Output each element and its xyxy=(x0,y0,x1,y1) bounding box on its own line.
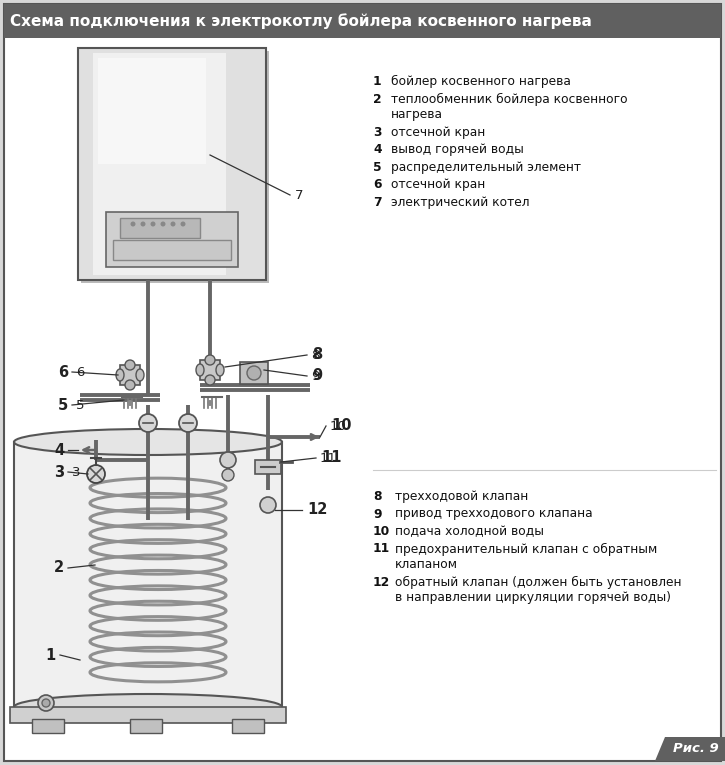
Ellipse shape xyxy=(14,694,282,720)
Text: 4: 4 xyxy=(373,143,381,156)
Text: вывод горячей воды: вывод горячей воды xyxy=(391,143,524,156)
Text: 2: 2 xyxy=(54,561,64,575)
Circle shape xyxy=(222,469,234,481)
Text: распределительный элемент: распределительный элемент xyxy=(391,161,581,174)
Bar xyxy=(120,365,140,385)
Text: 11: 11 xyxy=(373,542,390,555)
Text: 1: 1 xyxy=(46,647,56,662)
Text: отсечной кран: отсечной кран xyxy=(391,125,485,138)
Polygon shape xyxy=(655,737,725,761)
Bar xyxy=(10,707,286,723)
Text: Рис. 9: Рис. 9 xyxy=(673,743,719,756)
Text: 3: 3 xyxy=(373,125,381,138)
Text: электрический котел: электрический котел xyxy=(391,196,529,209)
Circle shape xyxy=(179,414,197,432)
Bar xyxy=(14,442,282,707)
Bar xyxy=(4,4,721,38)
Bar xyxy=(81,51,269,283)
Circle shape xyxy=(207,400,213,406)
Text: отсечной кран: отсечной кран xyxy=(391,178,485,191)
Text: 8: 8 xyxy=(373,490,381,503)
Circle shape xyxy=(220,452,236,468)
Circle shape xyxy=(130,222,136,226)
Circle shape xyxy=(170,222,175,226)
Text: теплообменник бойлера косвенного
нагрева: теплообменник бойлера косвенного нагрева xyxy=(391,93,628,121)
Bar xyxy=(78,48,266,280)
Bar xyxy=(232,719,264,733)
Circle shape xyxy=(160,222,165,226)
Text: 10: 10 xyxy=(373,525,390,538)
Bar xyxy=(32,719,64,733)
Text: 4: 4 xyxy=(55,442,65,457)
Circle shape xyxy=(127,400,133,406)
Ellipse shape xyxy=(136,369,144,381)
Text: 9: 9 xyxy=(312,367,322,382)
Text: 3: 3 xyxy=(54,464,64,480)
Bar xyxy=(240,362,268,384)
Text: 8: 8 xyxy=(312,347,322,362)
Bar xyxy=(200,360,220,380)
Ellipse shape xyxy=(116,369,124,381)
Text: Схема подключения к электрокотлу бойлера косвенного нагрева: Схема подключения к электрокотлу бойлера… xyxy=(10,13,592,29)
Text: 9: 9 xyxy=(311,369,320,382)
Circle shape xyxy=(38,695,54,711)
Ellipse shape xyxy=(196,364,204,376)
Bar xyxy=(120,218,200,238)
Text: 5: 5 xyxy=(58,398,68,412)
Text: 9: 9 xyxy=(373,507,381,520)
Circle shape xyxy=(205,355,215,365)
Text: 1: 1 xyxy=(373,75,381,88)
Text: 5: 5 xyxy=(373,161,381,174)
Text: 10: 10 xyxy=(331,418,352,432)
Text: подача холодной воды: подача холодной воды xyxy=(395,525,544,538)
Circle shape xyxy=(139,414,157,432)
Text: 7: 7 xyxy=(373,196,381,209)
Text: 8: 8 xyxy=(311,349,320,362)
Text: 11: 11 xyxy=(320,451,337,464)
Bar xyxy=(93,53,226,275)
Bar xyxy=(113,240,231,260)
Text: 6: 6 xyxy=(76,366,84,379)
Circle shape xyxy=(42,699,50,707)
Circle shape xyxy=(260,497,276,513)
Text: 6: 6 xyxy=(58,364,68,379)
Text: 7: 7 xyxy=(295,188,304,201)
Circle shape xyxy=(141,222,146,226)
Text: 2: 2 xyxy=(373,93,381,106)
Text: трехходовой клапан: трехходовой клапан xyxy=(395,490,529,503)
Text: 12: 12 xyxy=(307,503,328,517)
Circle shape xyxy=(125,380,135,390)
Text: 3: 3 xyxy=(72,465,80,478)
Text: предохранительный клапан с обратным
клапаном: предохранительный клапан с обратным клап… xyxy=(395,542,658,571)
Text: привод трехходового клапана: привод трехходового клапана xyxy=(395,507,592,520)
Bar xyxy=(130,719,162,733)
Text: 12: 12 xyxy=(373,575,390,588)
Text: обратный клапан (должен быть установлен
в направлении циркуляции горячей воды): обратный клапан (должен быть установлен … xyxy=(395,575,682,604)
Text: 5: 5 xyxy=(76,399,85,412)
Circle shape xyxy=(87,465,105,483)
Ellipse shape xyxy=(14,429,282,455)
Text: 6: 6 xyxy=(373,178,381,191)
Bar xyxy=(255,460,281,474)
Text: бойлер косвенного нагрева: бойлер косвенного нагрева xyxy=(391,75,571,88)
Bar xyxy=(98,58,206,164)
Text: 11: 11 xyxy=(321,450,341,464)
Bar xyxy=(106,212,238,267)
Circle shape xyxy=(247,366,261,380)
Circle shape xyxy=(205,375,215,385)
Text: 10: 10 xyxy=(330,419,347,432)
Circle shape xyxy=(125,360,135,370)
Circle shape xyxy=(151,222,155,226)
Ellipse shape xyxy=(216,364,224,376)
Circle shape xyxy=(181,222,186,226)
